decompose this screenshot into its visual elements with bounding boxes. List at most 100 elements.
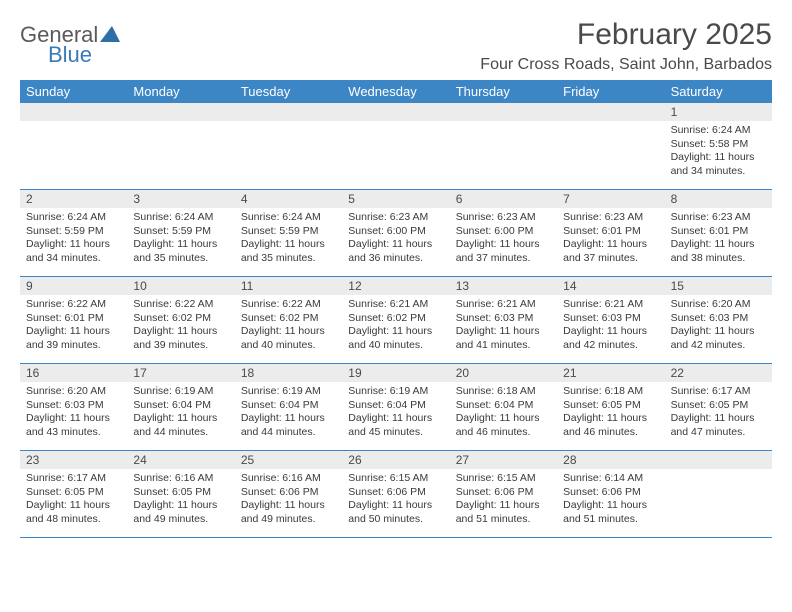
day-number: 3 (127, 190, 234, 208)
daylight-text: Daylight: 11 hours and 41 minutes. (456, 325, 551, 352)
logo-text-2: Blue (48, 44, 120, 66)
sunrise-text: Sunrise: 6:24 AM (133, 211, 228, 225)
bottom-rule (20, 537, 772, 538)
sunrise-text: Sunrise: 6:15 AM (348, 472, 443, 486)
logo: General Blue (20, 24, 120, 66)
day-cell: 6Sunrise: 6:23 AMSunset: 6:00 PMDaylight… (450, 190, 557, 276)
daylight-text: Daylight: 11 hours and 43 minutes. (26, 412, 121, 439)
daylight-text: Daylight: 11 hours and 42 minutes. (671, 325, 766, 352)
day-number: 11 (235, 277, 342, 295)
day-cell: 16Sunrise: 6:20 AMSunset: 6:03 PMDayligh… (20, 364, 127, 450)
daylight-text: Daylight: 11 hours and 36 minutes. (348, 238, 443, 265)
week-row: 9Sunrise: 6:22 AMSunset: 6:01 PMDaylight… (20, 276, 772, 363)
calendar-page: General Blue February 2025 Four Cross Ro… (0, 0, 792, 548)
sunset-text: Sunset: 6:06 PM (563, 486, 658, 500)
day-number: 20 (450, 364, 557, 382)
day-cell: 1Sunrise: 6:24 AMSunset: 5:58 PMDaylight… (665, 103, 772, 189)
sunrise-text: Sunrise: 6:17 AM (26, 472, 121, 486)
sunset-text: Sunset: 6:02 PM (133, 312, 228, 326)
daylight-text: Daylight: 11 hours and 44 minutes. (241, 412, 336, 439)
weekday-header: Friday (557, 80, 664, 103)
sunset-text: Sunset: 5:59 PM (241, 225, 336, 239)
sunset-text: Sunset: 6:05 PM (26, 486, 121, 500)
day-number: 17 (127, 364, 234, 382)
day-number (557, 103, 664, 121)
week-row: 2Sunrise: 6:24 AMSunset: 5:59 PMDaylight… (20, 189, 772, 276)
week-row: 23Sunrise: 6:17 AMSunset: 6:05 PMDayligh… (20, 450, 772, 537)
sunset-text: Sunset: 6:06 PM (456, 486, 551, 500)
sunrise-text: Sunrise: 6:23 AM (563, 211, 658, 225)
day-number: 7 (557, 190, 664, 208)
sunset-text: Sunset: 6:06 PM (348, 486, 443, 500)
day-cell: 8 Sunrise: 6:23 AMSunset: 6:01 PMDaylight… (665, 190, 772, 276)
sunset-text: Sunset: 6:02 PM (348, 312, 443, 326)
daylight-text: Daylight: 11 hours and 38 minutes. (671, 238, 766, 265)
daylight-text: Daylight: 11 hours and 42 minutes. (563, 325, 658, 352)
sunrise-text: Sunrise: 6:14 AM (563, 472, 658, 486)
day-number: 18 (235, 364, 342, 382)
sunset-text: Sunset: 5:59 PM (26, 225, 121, 239)
day-number: 5 (342, 190, 449, 208)
day-cell: 13Sunrise: 6:21 AMSunset: 6:03 PMDayligh… (450, 277, 557, 363)
day-number (342, 103, 449, 121)
daylight-text: Daylight: 11 hours and 44 minutes. (133, 412, 228, 439)
sunrise-text: Sunrise: 6:16 AM (241, 472, 336, 486)
empty-cell (235, 103, 342, 189)
weekday-header-row: Sunday Monday Tuesday Wednesday Thursday… (20, 80, 772, 103)
sunrise-text: Sunrise: 6:21 AM (563, 298, 658, 312)
sunset-text: Sunset: 6:01 PM (671, 225, 766, 239)
daylight-text: Daylight: 11 hours and 39 minutes. (133, 325, 228, 352)
sunset-text: Sunset: 6:01 PM (26, 312, 121, 326)
week-row: 1Sunrise: 6:24 AMSunset: 5:58 PMDaylight… (20, 103, 772, 189)
sunset-text: Sunset: 6:03 PM (563, 312, 658, 326)
sunrise-text: Sunrise: 6:15 AM (456, 472, 551, 486)
daylight-text: Daylight: 11 hours and 39 minutes. (26, 325, 121, 352)
calendar-grid: Sunday Monday Tuesday Wednesday Thursday… (20, 80, 772, 538)
day-cell: 12Sunrise: 6:21 AMSunset: 6:02 PMDayligh… (342, 277, 449, 363)
day-cell: 26Sunrise: 6:15 AMSunset: 6:06 PMDayligh… (342, 451, 449, 537)
day-number: 19 (342, 364, 449, 382)
day-number: 4 (235, 190, 342, 208)
day-number: 24 (127, 451, 234, 469)
day-cell: 23Sunrise: 6:17 AMSunset: 6:05 PMDayligh… (20, 451, 127, 537)
day-cell: 18Sunrise: 6:19 AMSunset: 6:04 PMDayligh… (235, 364, 342, 450)
day-number (127, 103, 234, 121)
sunset-text: Sunset: 6:05 PM (671, 399, 766, 413)
day-number: 16 (20, 364, 127, 382)
daylight-text: Daylight: 11 hours and 40 minutes. (241, 325, 336, 352)
day-number: 6 (450, 190, 557, 208)
title-block: February 2025 Four Cross Roads, Saint Jo… (480, 18, 772, 74)
day-cell: 25Sunrise: 6:16 AMSunset: 6:06 PMDayligh… (235, 451, 342, 537)
sunrise-text: Sunrise: 6:23 AM (456, 211, 551, 225)
daylight-text: Daylight: 11 hours and 49 minutes. (133, 499, 228, 526)
day-number: 14 (557, 277, 664, 295)
sunrise-text: Sunrise: 6:16 AM (133, 472, 228, 486)
sunrise-text: Sunrise: 6:23 AM (671, 211, 766, 225)
sunset-text: Sunset: 6:04 PM (133, 399, 228, 413)
day-number: 15 (665, 277, 772, 295)
day-number: 28 (557, 451, 664, 469)
daylight-text: Daylight: 11 hours and 34 minutes. (26, 238, 121, 265)
day-cell: 19Sunrise: 6:19 AMSunset: 6:04 PMDayligh… (342, 364, 449, 450)
empty-cell (127, 103, 234, 189)
day-number: 2 (20, 190, 127, 208)
day-number: 26 (342, 451, 449, 469)
day-number: 8 (665, 190, 772, 208)
sunset-text: Sunset: 6:00 PM (348, 225, 443, 239)
day-cell: 20Sunrise: 6:18 AMSunset: 6:04 PMDayligh… (450, 364, 557, 450)
sunrise-text: Sunrise: 6:24 AM (671, 124, 766, 138)
empty-cell (557, 103, 664, 189)
day-number (20, 103, 127, 121)
day-number (235, 103, 342, 121)
day-number (450, 103, 557, 121)
day-number: 25 (235, 451, 342, 469)
day-cell: 27Sunrise: 6:15 AMSunset: 6:06 PMDayligh… (450, 451, 557, 537)
day-number: 13 (450, 277, 557, 295)
day-cell: 24Sunrise: 6:16 AMSunset: 6:05 PMDayligh… (127, 451, 234, 537)
sunrise-text: Sunrise: 6:21 AM (348, 298, 443, 312)
empty-cell (20, 103, 127, 189)
day-cell: 2Sunrise: 6:24 AMSunset: 5:59 PMDaylight… (20, 190, 127, 276)
daylight-text: Daylight: 11 hours and 35 minutes. (133, 238, 228, 265)
day-cell: 14 Sunrise: 6:21 AMSunset: 6:03 PMDayligh… (557, 277, 664, 363)
daylight-text: Daylight: 11 hours and 34 minutes. (671, 151, 766, 178)
